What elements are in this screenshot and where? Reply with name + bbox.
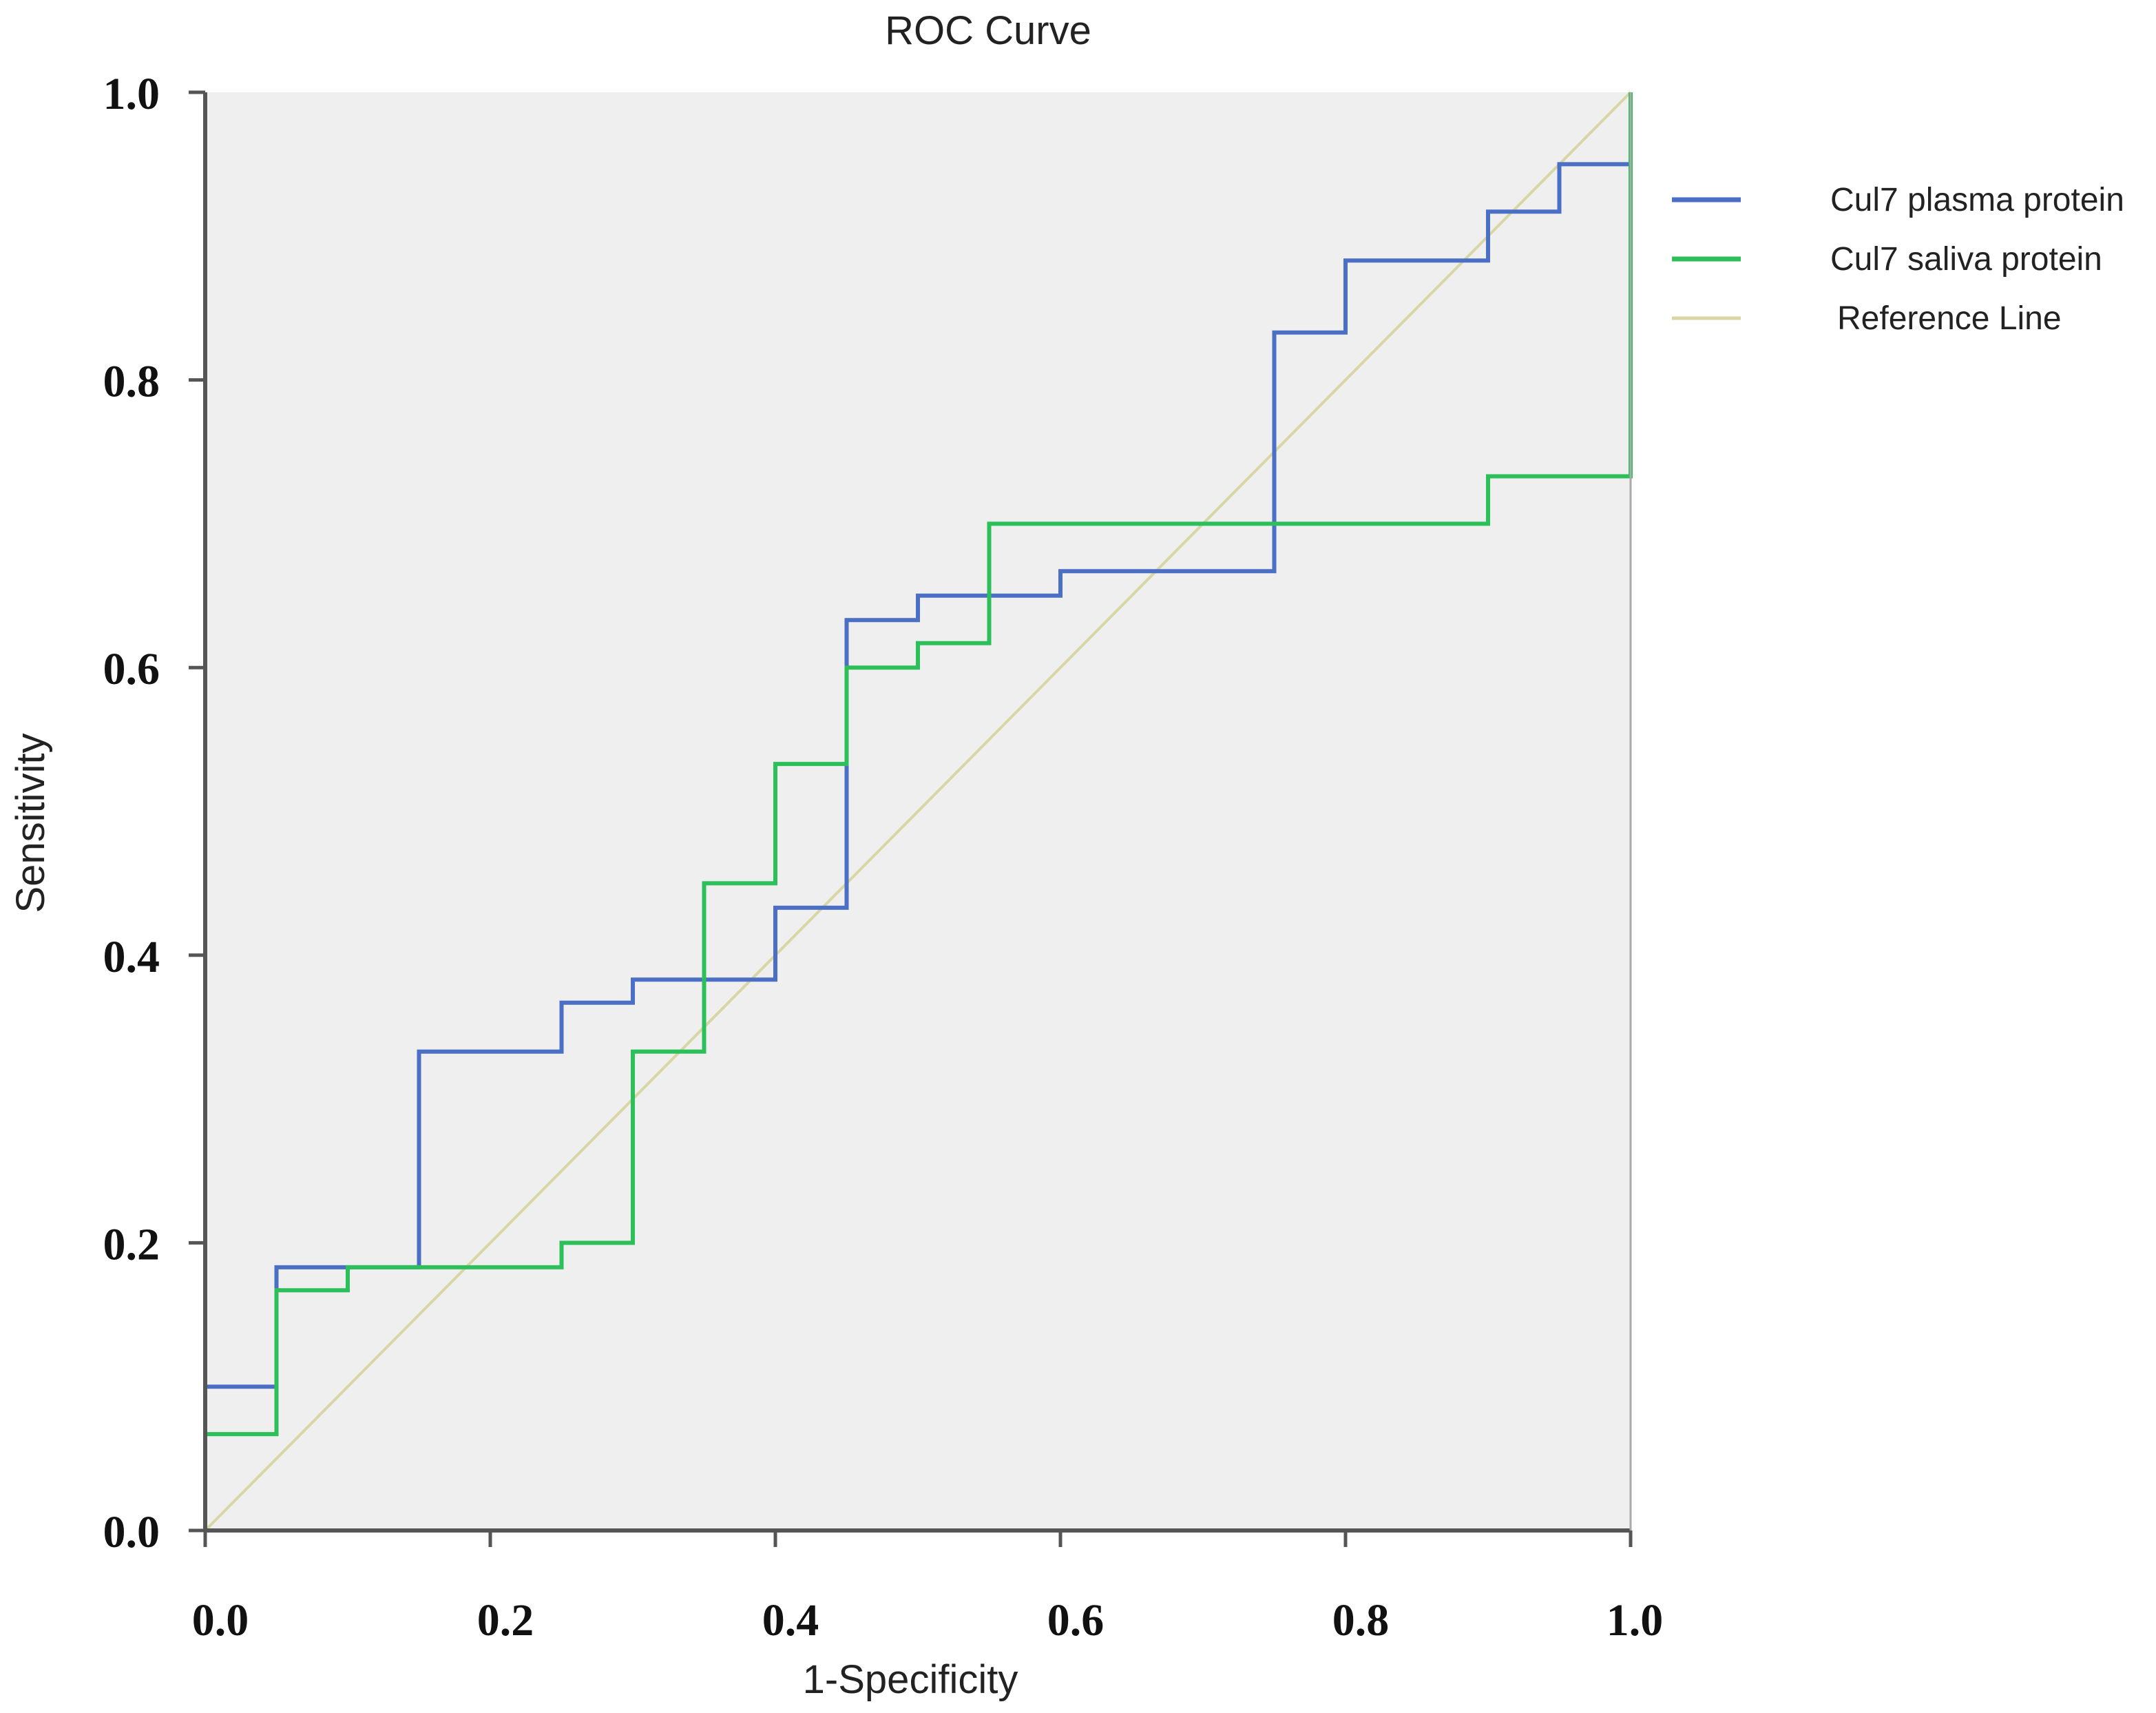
x-tick-label: 0.4 [762,1595,819,1645]
x-tick-label: 0.8 [1332,1595,1390,1645]
x-tick-label: 0.0 [192,1595,249,1645]
legend-label-cul7-plasma-protein: Cul7 plasma protein [1830,182,2124,218]
series-line-cul7-plasma-protein [203,92,1633,1530]
x-tick-label: 0.2 [477,1595,534,1645]
axes-layer [203,92,1632,1533]
series-line-cul7-saliva-protein [203,92,1633,1530]
legend: Cul7 plasma protein Cul7 saliva protein Re… [1672,182,2124,337]
y-tick-label: 0.6 [103,644,160,694]
series-line-reference-line [204,91,1632,1532]
chart-title: ROC Curve [885,8,1091,53]
x-tick-label: 0.6 [1047,1595,1105,1645]
y-tick-label: 0.2 [103,1219,160,1269]
x-tick-label: 1.0 [1606,1595,1664,1645]
x-axis-title: 1-Specificity [803,1657,1018,1702]
y-tick-label: 0.4 [103,932,160,982]
legend-label-reference-line: Reference Line [1837,300,2062,337]
y-tick-label: 0.8 [103,357,160,407]
y-axis-title: Sensitivity [8,733,53,913]
series-layer [203,91,1633,1532]
y-tick-label: 1.0 [103,69,160,119]
y-tick-label: 0.0 [103,1507,160,1557]
ticks-layer: 0.0 0.2 0.4 0.6 0.8 1.0 0.0 0.2 0.4 0.6 0.8 1.0 [103,69,1664,1645]
legend-label-cul7-saliva-protein: Cul7 saliva protein [1830,241,2102,278]
